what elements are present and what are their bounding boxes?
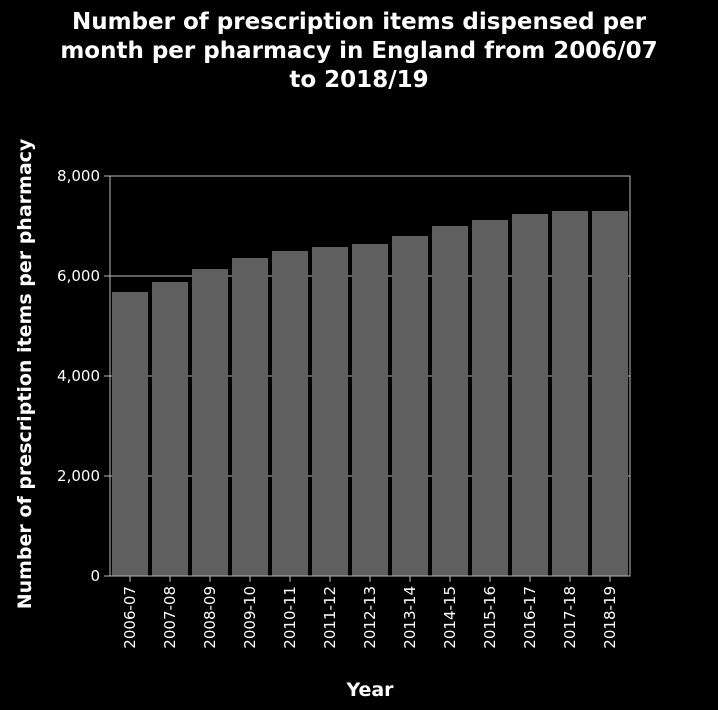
chart-title-line: Number of prescription items dispensed p… — [71, 9, 647, 35]
x-tick-label: 2010-11 — [281, 586, 299, 649]
bars — [112, 211, 628, 576]
bar — [192, 269, 228, 576]
y-axis-label: Number of prescription items per pharmac… — [14, 138, 36, 609]
x-tick-label: 2006-07 — [121, 586, 139, 649]
bar — [432, 226, 468, 576]
bar — [592, 211, 628, 576]
bar — [272, 251, 308, 576]
chart-title: Number of prescription items dispensed p… — [0, 8, 718, 95]
x-tick-label: 2007-08 — [161, 586, 179, 649]
x-tick-label: 2008-09 — [201, 586, 219, 649]
bar — [392, 236, 428, 576]
x-tick-label: 2015-16 — [481, 586, 499, 649]
y-axis-ticks: 0 2,000 4,000 6,000 8,000 — [57, 167, 110, 585]
bar — [112, 292, 148, 576]
y-tick-label: 6,000 — [57, 267, 100, 285]
x-tick-label: 2013-14 — [401, 586, 419, 649]
x-tick-label: 2011-12 — [321, 586, 339, 649]
x-tick-label: 2016-17 — [521, 586, 539, 649]
y-tick-label: 0 — [90, 567, 100, 585]
x-axis-ticks: 2006-07 2007-08 2008-09 2009-10 2010-11 2011-… — [121, 576, 619, 649]
bar — [232, 258, 268, 576]
y-tick-label: 8,000 — [57, 167, 100, 185]
bar — [472, 220, 508, 576]
bar — [512, 214, 548, 576]
x-tick-label: 2017-18 — [561, 586, 579, 649]
x-tick-label: 2009-10 — [241, 586, 259, 649]
bar — [552, 211, 588, 576]
x-tick-label: 2018-19 — [601, 586, 619, 649]
bar — [352, 244, 388, 576]
y-tick-label: 4,000 — [57, 367, 100, 385]
x-tick-label: 2014-15 — [441, 586, 459, 649]
x-tick-label: 2012-13 — [361, 586, 379, 649]
chart-title-line: to 2018/19 — [289, 67, 429, 93]
bar — [312, 247, 348, 576]
chart-title-line: month per pharmacy in England from 2006/… — [60, 38, 658, 64]
x-axis-label: Year — [345, 679, 394, 701]
bar — [152, 282, 188, 576]
y-tick-label: 2,000 — [57, 467, 100, 485]
